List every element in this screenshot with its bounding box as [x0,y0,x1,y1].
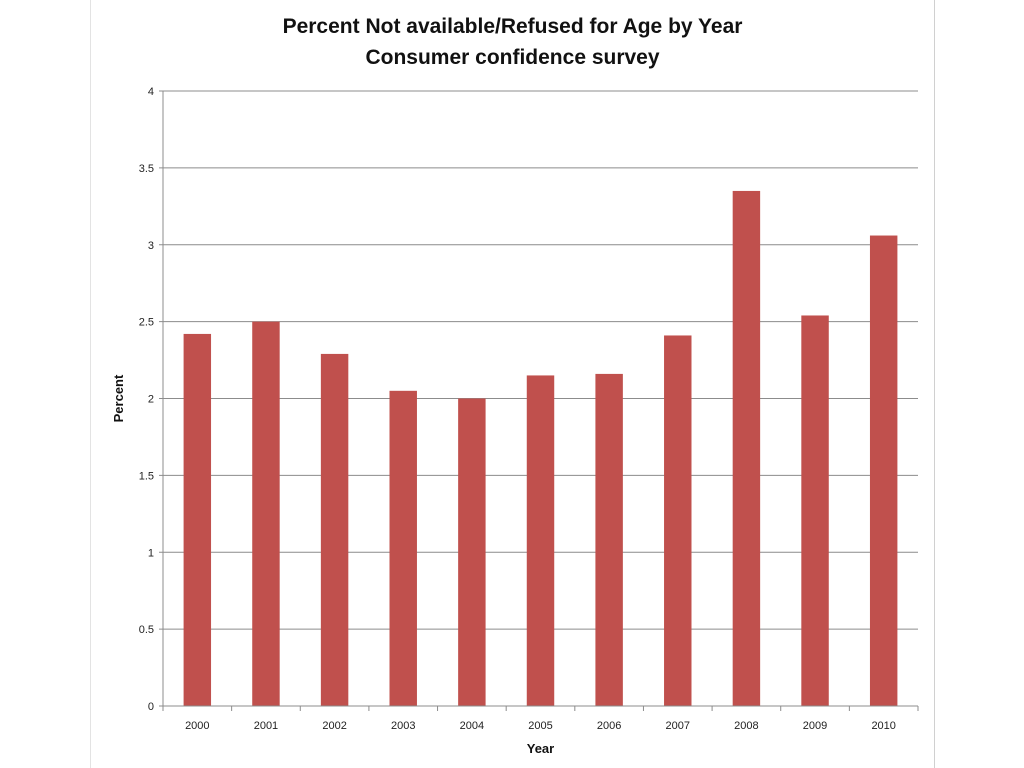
bar-2006 [595,373,623,706]
x-tick-label: 2008 [734,720,758,732]
x-axis-title: Year [527,741,554,756]
bar-2003 [389,390,417,706]
x-tick-label: 2005 [528,720,552,732]
y-tick-label: 1 [148,547,154,559]
bar-2010 [869,235,898,706]
axes [159,90,919,711]
y-tick-label: 4 [148,86,154,98]
y-tick-label: 2.5 [139,317,154,329]
x-tick-label: 2010 [871,720,895,732]
x-tick-label: 2004 [460,720,484,732]
bar-2004 [458,398,486,706]
chart-title: Percent Not available/Refused for Age by… [282,15,743,38]
x-tick-label: 2003 [391,720,415,732]
bar-2007 [664,335,692,706]
y-tick-label: 3 [148,240,154,252]
bar-2009 [801,315,829,706]
y-tick-label: 0.5 [139,624,154,636]
y-tick-label: 3.5 [139,163,154,175]
bar-series [183,190,898,706]
chart-area [90,0,935,768]
bar-2008 [732,190,761,706]
y-axis-title: Percent [111,374,126,422]
x-tick-label: 2001 [254,720,278,732]
x-tick-label: 2002 [322,720,346,732]
bar-2001 [252,321,280,706]
y-tick-label: 2 [148,394,154,406]
tick-labels: 0 0.5 1 1.5 2 2.5 3 3.5 4 2000 2001 2002 2003 2004 200… [139,86,896,732]
bar-2000 [183,333,212,706]
y-tick-label: 0 [148,701,154,713]
bar-2005 [526,375,555,706]
y-tick-label: 1.5 [139,470,154,482]
bar-2002 [320,353,349,706]
x-tick-label: 2009 [803,720,827,732]
chart-subtitle: Consumer confidence survey [365,46,660,69]
x-tick-label: 2000 [185,720,209,732]
x-tick-label: 2007 [666,720,690,732]
x-tick-label: 2006 [597,720,621,732]
